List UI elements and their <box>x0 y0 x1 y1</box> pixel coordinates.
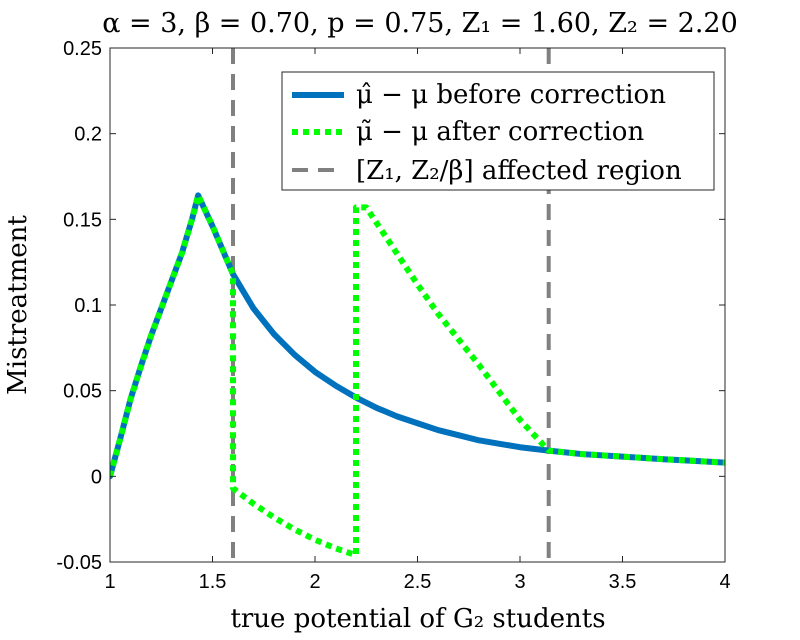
y-tick-label: 0.2 <box>74 124 102 146</box>
x-tick-label: 4 <box>719 571 730 593</box>
legend-box <box>281 71 715 191</box>
x-tick-label: 2 <box>309 571 320 593</box>
legend-label-after-correction: μ̃ − μ after correction <box>356 117 644 147</box>
y-tick-label: 0.25 <box>63 38 102 60</box>
x-axis-label: true potential of G₂ students <box>230 604 605 634</box>
x-tick-label: 3.5 <box>609 571 637 593</box>
y-tick-label: 0.15 <box>63 209 102 231</box>
y-tick-label: -0.05 <box>56 552 102 574</box>
y-axis-ticks: -0.05 0 0.05 0.1 0.15 0.2 0.25 <box>56 38 725 574</box>
x-tick-label: 1.5 <box>199 571 227 593</box>
y-tick-label: 0.1 <box>74 295 102 317</box>
legend-label-before-correction: μ̂ − μ before correction <box>356 80 666 110</box>
y-tick-label: 0.05 <box>63 381 102 403</box>
legend-label-affected-region: [Z₁, Z₂/β] affected region <box>356 156 682 186</box>
x-tick-label: 2.5 <box>404 571 432 593</box>
legend: μ̂ − μ before correction μ̃ − μ after co… <box>281 71 715 191</box>
y-tick-label: 0 <box>91 466 102 488</box>
y-axis-label: Mistreatment <box>3 215 33 395</box>
chart-title: α = 3, β = 0.70, p = 0.75, Z₁ = 1.60, Z₂… <box>102 8 738 39</box>
x-axis-ticks: 1 1.5 2 2.5 3 3.5 4 <box>104 48 731 593</box>
x-tick-label: 1 <box>104 571 115 593</box>
x-tick-label: 3 <box>514 571 525 593</box>
